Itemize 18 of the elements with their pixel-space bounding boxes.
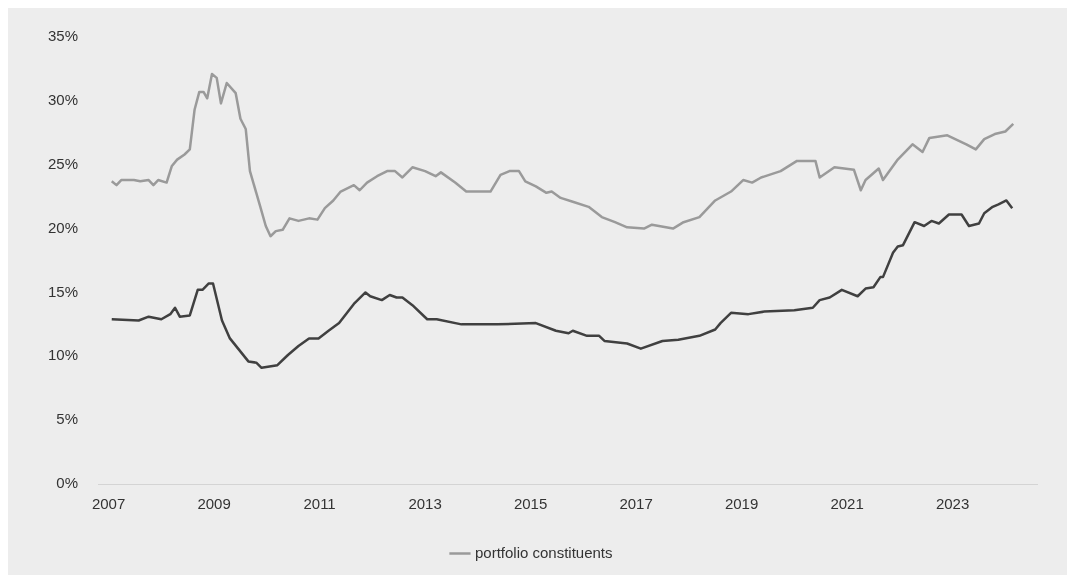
y-tick-label: 10% [47, 346, 79, 364]
y-tick-label: 25% [47, 154, 79, 172]
x-tick-label: 2019 [724, 495, 759, 513]
x-tick-label: 2011 [303, 495, 336, 513]
y-tick-label: 15% [47, 282, 79, 300]
x-tick-label: 2013 [408, 495, 442, 513]
y-tick-label: 5% [56, 410, 79, 428]
y-tick-label: 35% [47, 27, 79, 45]
y-tick-label: 0% [56, 474, 79, 492]
x-tick-label: 2017 [619, 495, 653, 513]
legend-label: portfolio constituents [474, 543, 613, 561]
x-tick-label: 2009 [197, 495, 231, 513]
x-tick-label: 2023 [935, 495, 970, 513]
x-tick-label: 2021 [830, 495, 864, 513]
y-tick-label: 20% [47, 218, 79, 236]
x-tick-label: 2007 [91, 495, 126, 513]
x-tick-label: 2015 [513, 495, 548, 513]
y-tick-label: 30% [47, 91, 79, 108]
